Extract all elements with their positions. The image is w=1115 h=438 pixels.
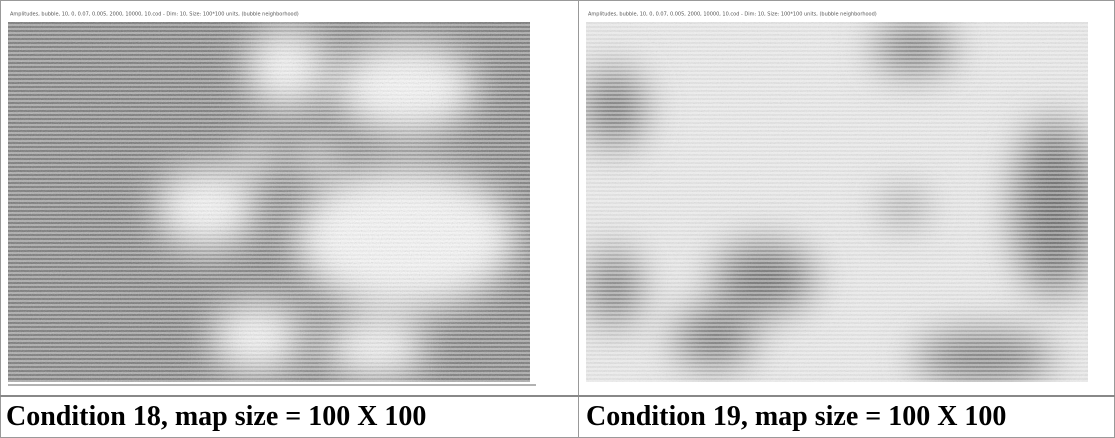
- som-map: Amplitudes, bubble, 10, 0, 0.07, 0.005, …: [8, 12, 536, 386]
- map-header: Amplitudes, bubble, 10, 0, 0.07, 0.005, …: [10, 12, 299, 18]
- column-divider: [578, 0, 579, 438]
- row-divider: [0, 395, 1115, 397]
- caption: Condition 18, map size = 100 X 100: [6, 401, 427, 432]
- caption: Condition 19, map size = 100 X 100: [586, 401, 1007, 432]
- map-header: Amplitudes, bubble, 10, 0, 0.07, 0.005, …: [588, 12, 877, 18]
- som-map: Amplitudes, bubble, 10, 0, 0.07, 0.005, …: [586, 12, 1088, 382]
